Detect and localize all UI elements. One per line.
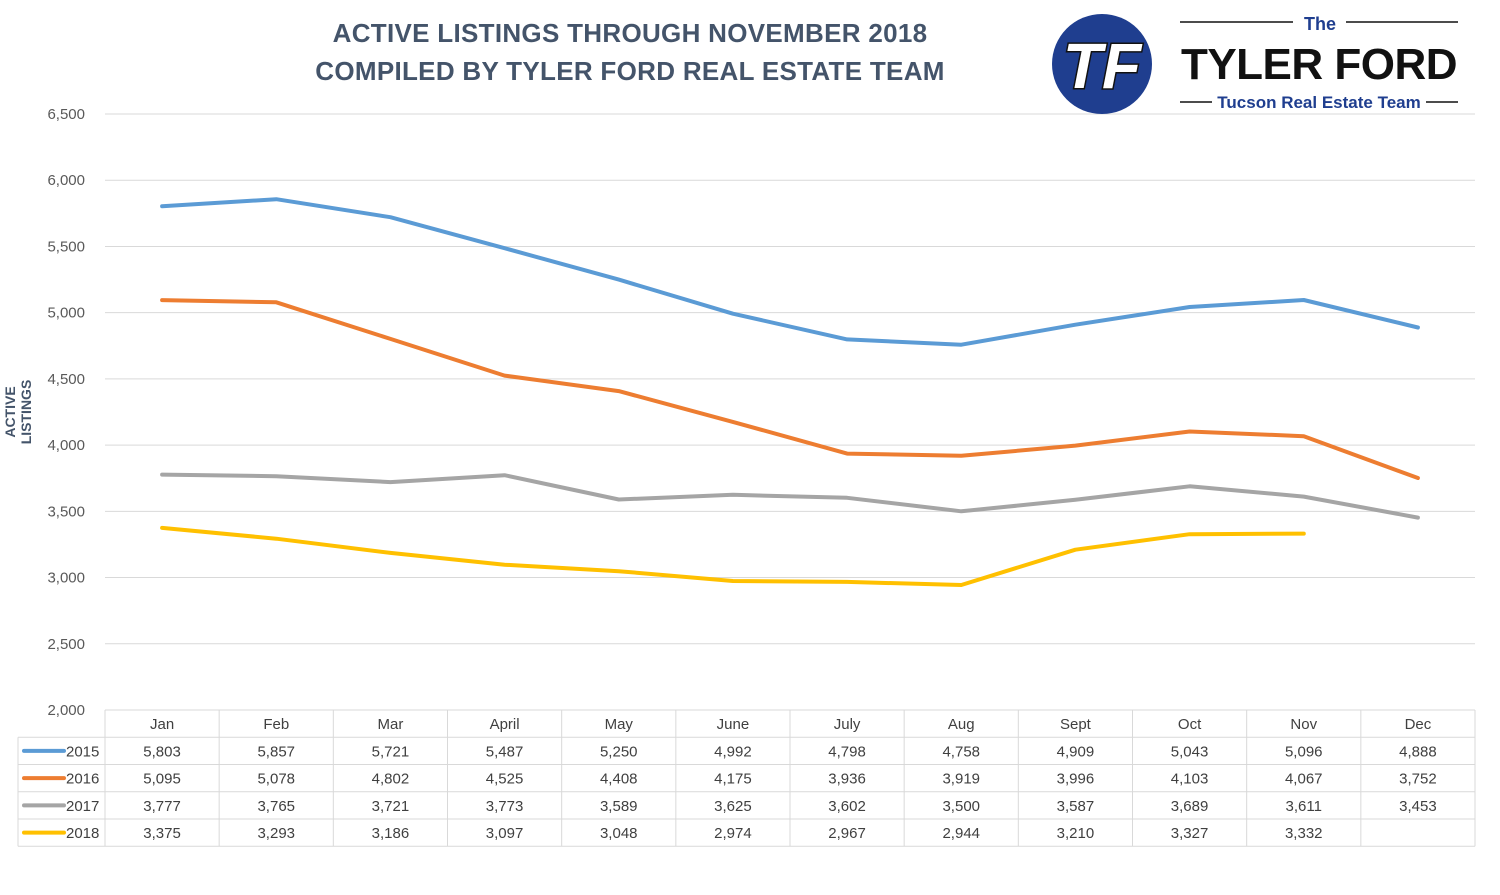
data-label: 3,332 [1285, 825, 1323, 842]
data-label: 4,408 [600, 771, 638, 788]
logo-subtitle: Tucson Real Estate Team [1217, 93, 1421, 112]
data-label: 4,067 [1285, 771, 1323, 788]
data-label: 3,097 [486, 825, 524, 842]
y-tick-label: 4,500 [47, 371, 85, 388]
x-tick-label: May [605, 716, 634, 733]
y-tick-label: 5,500 [47, 238, 85, 255]
data-label: 5,487 [486, 743, 524, 760]
data-label: 4,103 [1171, 771, 1209, 788]
data-label: 5,043 [1171, 743, 1209, 760]
data-label: 3,500 [942, 798, 980, 815]
data-label: 2,974 [714, 825, 752, 842]
x-tick-label: Feb [263, 716, 289, 733]
y-tick-label: 6,500 [47, 106, 85, 123]
data-label: 4,798 [828, 743, 866, 760]
data-label: 3,752 [1399, 771, 1437, 788]
series-line-2017 [160, 472, 1420, 520]
data-label: 3,327 [1171, 825, 1209, 842]
data-label: 3,611 [1286, 798, 1322, 815]
chart-title-line-1: ACTIVE LISTINGS THROUGH NOVEMBER 2018 [332, 18, 928, 48]
data-label: 4,888 [1399, 743, 1437, 760]
x-tick-label: Dec [1405, 716, 1432, 733]
x-tick-label: Aug [948, 716, 975, 733]
data-label: 4,758 [942, 743, 980, 760]
data-label: 5,857 [257, 743, 295, 760]
x-tick-label: Oct [1178, 716, 1202, 733]
data-label: 3,777 [143, 798, 181, 815]
logo-the: The [1303, 14, 1336, 34]
y-tick-label: 2,000 [47, 702, 85, 719]
data-label: 3,375 [143, 825, 181, 842]
legend-label: 2015 [66, 743, 99, 760]
series-line-2015 [160, 197, 1420, 347]
y-tick-label: 3,000 [47, 570, 85, 587]
data-label: 5,250 [600, 743, 638, 760]
data-label: 5,078 [257, 771, 295, 788]
data-label: 3,453 [1399, 798, 1437, 815]
x-tick-label: Jan [150, 716, 174, 733]
y-tick-label: 4,000 [47, 437, 85, 454]
legend-label: 2017 [66, 798, 99, 815]
logo-name: TYLER FORD [1180, 40, 1458, 89]
data-label: 2,967 [828, 825, 866, 842]
x-tick-label: Mar [377, 716, 403, 733]
data-label: 3,048 [600, 825, 638, 842]
data-label: 3,996 [1057, 771, 1095, 788]
data-label: 4,992 [714, 743, 752, 760]
y-tick-label: 6,000 [47, 172, 85, 189]
legend-label: 2018 [66, 825, 99, 842]
data-label: 3,689 [1171, 798, 1209, 815]
series-line-2016 [160, 298, 1420, 480]
data-label: 4,909 [1057, 743, 1095, 760]
data-label: 3,765 [257, 798, 295, 815]
data-label: 3,589 [600, 798, 638, 815]
x-tick-label: Nov [1290, 716, 1317, 733]
data-label: 3,721 [372, 798, 410, 815]
tyler-ford-logo: TF [1052, 14, 1458, 114]
x-tick-label: April [490, 716, 520, 733]
x-tick-label: June [717, 716, 750, 733]
data-label: 3,936 [828, 771, 866, 788]
data-label: 3,625 [714, 798, 752, 815]
data-label: 5,095 [143, 771, 181, 788]
y-tick-label: 2,500 [47, 636, 85, 653]
data-label: 3,293 [257, 825, 295, 842]
data-label: 3,602 [828, 798, 866, 815]
data-label: 4,802 [372, 771, 410, 788]
data-label: 2,944 [942, 825, 980, 842]
logo-circle-icon [1052, 14, 1152, 114]
data-label: 4,525 [486, 771, 524, 788]
logo-monogram: TF [1063, 30, 1143, 102]
data-label: 5,721 [372, 743, 410, 760]
y-tick-label: 5,000 [47, 305, 85, 322]
data-label: 3,773 [486, 798, 524, 815]
data-label: 3,210 [1057, 825, 1095, 842]
chart-title-line-2: COMPILED BY TYLER FORD REAL ESTATE TEAM [315, 56, 945, 86]
series-line-2018 [160, 525, 1306, 587]
data-label: 5,803 [143, 743, 181, 760]
data-label: 3,587 [1057, 798, 1095, 815]
x-tick-label: July [834, 716, 861, 733]
x-tick-label: Sept [1060, 716, 1092, 733]
data-label: 5,096 [1285, 743, 1323, 760]
data-label: 3,919 [942, 771, 980, 788]
legend-label: 2016 [66, 771, 99, 788]
y-tick-label: 3,500 [47, 503, 85, 520]
data-label: 4,175 [714, 771, 752, 788]
data-label: 3,186 [372, 825, 410, 842]
